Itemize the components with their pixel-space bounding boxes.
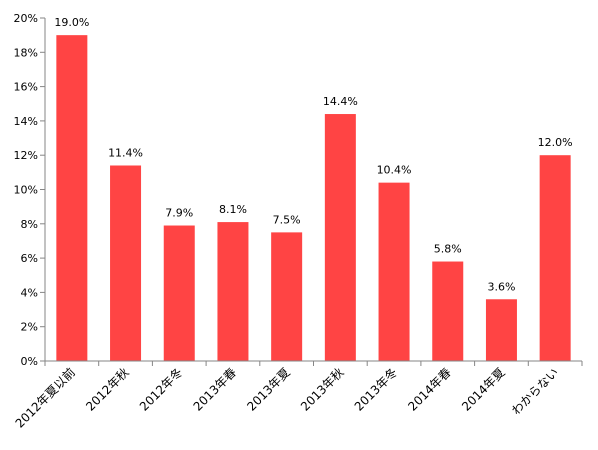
bar <box>271 232 303 361</box>
y-tick-label: 2% <box>21 321 38 334</box>
y-tick-label: 4% <box>21 286 38 299</box>
x-tick-label: 2012年夏以前 <box>12 365 78 431</box>
bar <box>163 225 195 361</box>
x-tick-label: わからない <box>509 365 561 417</box>
y-tick-label: 14% <box>14 115 38 128</box>
y-tick-label: 6% <box>21 252 38 265</box>
data-label: 7.5% <box>273 213 301 226</box>
data-label: 10.4% <box>377 164 412 177</box>
x-tick-label: 2012年秋 <box>83 365 131 413</box>
x-tick-label: 2013年秋 <box>298 365 346 413</box>
bars <box>56 35 571 362</box>
x-tick-label: 2013年冬 <box>351 365 400 414</box>
data-label: 14.4% <box>323 95 358 108</box>
data-label: 7.9% <box>165 207 193 220</box>
bar <box>432 261 464 361</box>
bar <box>217 222 249 361</box>
data-label: 19.0% <box>54 16 89 29</box>
bar <box>56 35 88 362</box>
bar <box>485 299 517 361</box>
y-tick-label: 16% <box>14 81 38 94</box>
y-tick-label: 18% <box>14 46 38 59</box>
y-axis: 0% 2% 4% 6% 8% 10% 12% 14% 16% 18% 20% <box>14 12 46 368</box>
data-label: 12.0% <box>538 136 573 149</box>
bar <box>378 182 410 361</box>
bar <box>324 114 356 361</box>
x-tick-label: 2013年春 <box>191 365 239 413</box>
y-tick-label: 0% <box>21 355 38 368</box>
data-label: 8.1% <box>219 203 247 216</box>
x-axis: 2012年夏以前 2012年秋 2012年冬 2013年春 2013年夏 2013年秋 20… <box>12 360 583 431</box>
data-label: 5.8% <box>434 243 462 256</box>
x-tick-label: 2013年夏 <box>244 365 292 413</box>
x-tick-label: 2012年冬 <box>136 365 185 414</box>
data-label: 11.4% <box>108 146 143 159</box>
y-tick-label: 8% <box>21 218 38 231</box>
bar <box>110 165 142 361</box>
y-tick-label: 10% <box>14 184 38 197</box>
bar <box>539 155 571 361</box>
y-tick-label: 12% <box>14 149 38 162</box>
data-labels: 19.0% 11.4% 7.9% 8.1% 7.5% 14.4% 10.4% 5.8% 3.6%… <box>54 16 572 293</box>
x-tick-label: 2014年夏 <box>459 365 507 413</box>
y-tick-label: 20% <box>14 12 38 25</box>
x-tick-label: 2014年春 <box>405 365 453 413</box>
data-label: 3.6% <box>487 280 515 293</box>
